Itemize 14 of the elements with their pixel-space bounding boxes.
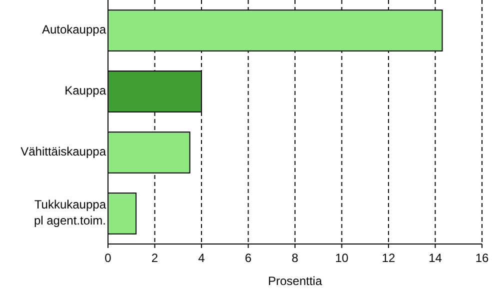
x-tick-label: 8 bbox=[292, 251, 299, 265]
y-tick-label: Autokauppa bbox=[42, 22, 106, 37]
x-tick-label: 14 bbox=[428, 251, 442, 265]
x-tick-label: 0 bbox=[104, 251, 112, 265]
x-tick-label: 12 bbox=[382, 251, 396, 265]
y-tick-label: Kauppa bbox=[64, 84, 106, 98]
x-tick-label: 16 bbox=[475, 251, 489, 265]
x-axis-title: Prosenttia bbox=[268, 274, 322, 288]
x-tick-label: 4 bbox=[198, 251, 206, 265]
x-tick-label: 6 bbox=[244, 251, 252, 265]
y-tick-label: Tukkukauppa pl agent.toim. bbox=[34, 198, 106, 228]
y-tick-label: Vähittäiskauppa bbox=[20, 144, 106, 159]
x-tick-label: 10 bbox=[335, 251, 349, 265]
x-tick-label: 2 bbox=[151, 251, 158, 265]
